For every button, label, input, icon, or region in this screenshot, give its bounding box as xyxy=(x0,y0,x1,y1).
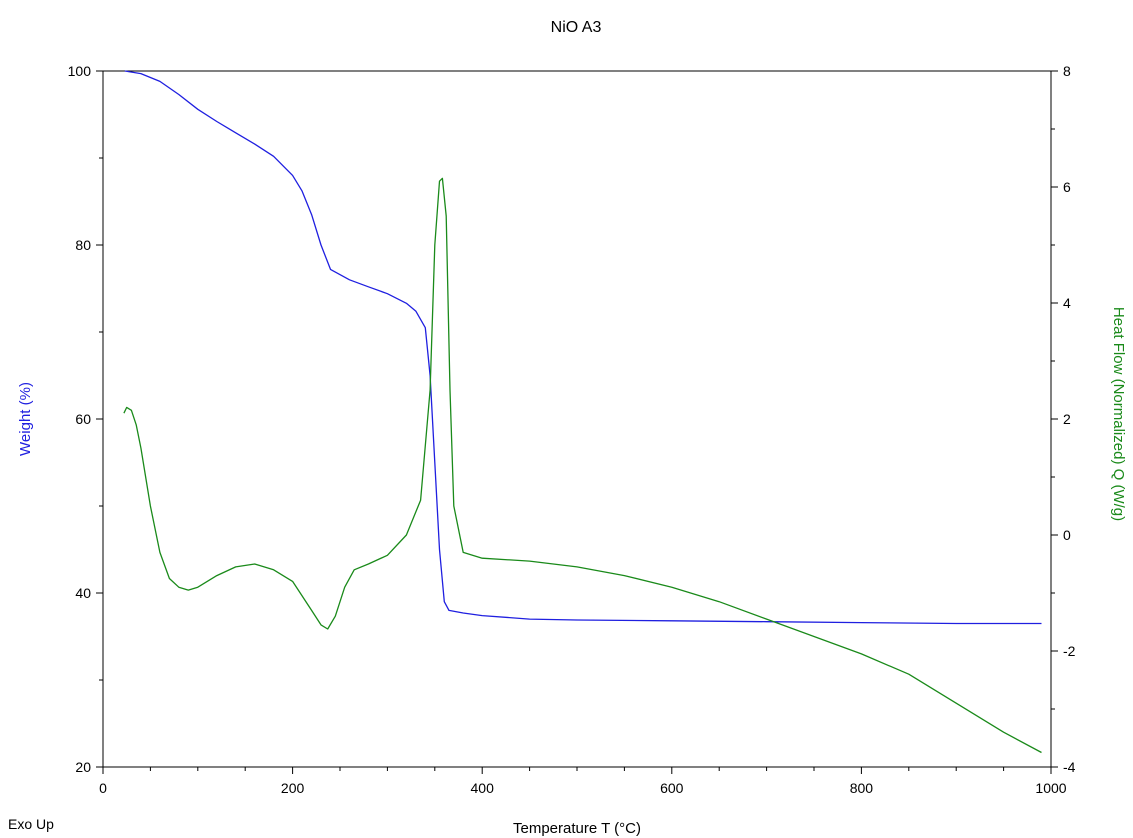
x-tick-label: 800 xyxy=(850,780,874,796)
heat-flow-series-line xyxy=(123,177,1042,754)
left-axis-title: Weight (%) xyxy=(17,382,34,456)
x-tick-label: 400 xyxy=(471,780,495,796)
right-tick-label: 2 xyxy=(1063,411,1071,427)
chart-title: NiO A3 xyxy=(551,19,602,36)
x-tick-label: 1000 xyxy=(1035,780,1066,796)
right-tick-label: -4 xyxy=(1063,759,1076,775)
left-tick-label: 20 xyxy=(75,759,91,775)
series-layer xyxy=(123,70,1042,754)
x-axis-title: Temperature T (°C) xyxy=(513,820,641,837)
right-axis-title: Heat Flow (Normalized) Q (W/g) xyxy=(1110,307,1127,521)
weight-series-line xyxy=(124,70,1042,625)
left-tick-label: 40 xyxy=(75,585,91,601)
right-tick-label: 8 xyxy=(1063,63,1071,79)
left-tick-label: 60 xyxy=(75,411,91,427)
exo-up-note: Exo Up xyxy=(8,816,54,832)
left-tick-label: 100 xyxy=(68,63,92,79)
right-tick-label: 4 xyxy=(1063,295,1071,311)
right-tick-label: 6 xyxy=(1063,179,1071,195)
right-tick-label: 0 xyxy=(1063,527,1071,543)
x-tick-label: 200 xyxy=(281,780,305,796)
left-axis-ticks: 20 40 60 80 100 xyxy=(68,63,103,775)
plot-frame xyxy=(102,70,1052,768)
x-axis-ticks: 0 200 400 600 800 1000 xyxy=(99,767,1067,796)
left-tick-label: 80 xyxy=(75,237,91,253)
x-tick-label: 0 xyxy=(99,780,107,796)
right-axis-ticks: -4 -2 0 2 4 6 8 xyxy=(1051,63,1076,775)
x-tick-label: 600 xyxy=(660,780,684,796)
right-tick-label: -2 xyxy=(1063,643,1076,659)
